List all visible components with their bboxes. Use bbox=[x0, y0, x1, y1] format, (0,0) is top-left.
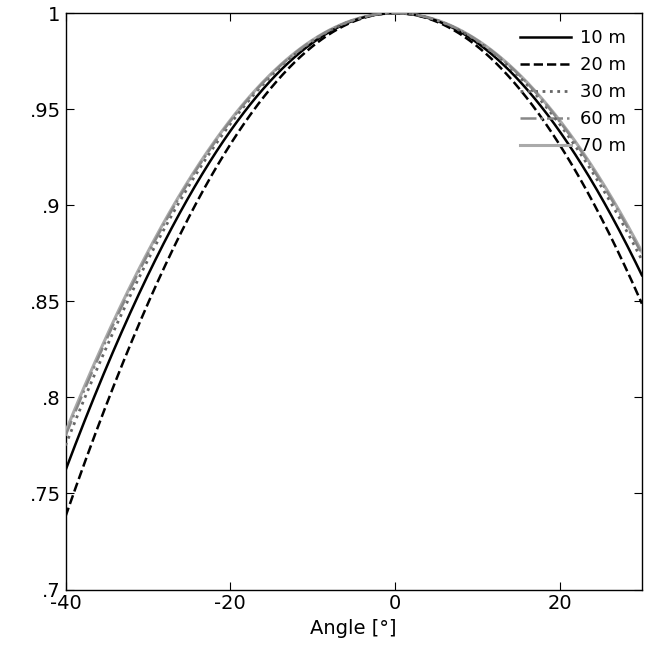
60 m bbox=[638, 250, 646, 258]
20 m bbox=[62, 513, 69, 521]
30 m bbox=[391, 9, 399, 17]
60 m bbox=[522, 78, 530, 86]
10 m bbox=[522, 84, 530, 92]
20 m bbox=[121, 356, 128, 364]
10 m bbox=[121, 322, 128, 330]
70 m bbox=[391, 9, 399, 17]
10 m bbox=[316, 34, 324, 42]
Legend: 10 m, 20 m, 30 m, 60 m, 70 m: 10 m, 20 m, 30 m, 60 m, 70 m bbox=[513, 22, 633, 162]
20 m bbox=[638, 300, 646, 308]
60 m bbox=[295, 47, 303, 54]
X-axis label: Angle [°]: Angle [°] bbox=[310, 619, 397, 638]
70 m bbox=[458, 27, 466, 35]
70 m bbox=[512, 67, 519, 75]
30 m bbox=[512, 69, 519, 77]
60 m bbox=[512, 67, 519, 75]
60 m bbox=[316, 32, 324, 40]
70 m bbox=[522, 77, 530, 85]
20 m bbox=[512, 81, 519, 88]
70 m bbox=[638, 248, 646, 256]
Line: 20 m: 20 m bbox=[66, 13, 642, 517]
70 m bbox=[316, 32, 324, 40]
30 m bbox=[295, 47, 303, 55]
20 m bbox=[522, 93, 530, 101]
30 m bbox=[458, 28, 466, 35]
30 m bbox=[522, 80, 530, 88]
60 m bbox=[458, 28, 466, 35]
10 m bbox=[62, 466, 69, 474]
20 m bbox=[391, 9, 399, 17]
Line: 70 m: 70 m bbox=[66, 13, 642, 432]
60 m bbox=[121, 297, 128, 305]
70 m bbox=[295, 46, 303, 54]
Line: 60 m: 60 m bbox=[66, 13, 642, 436]
10 m bbox=[295, 50, 303, 58]
10 m bbox=[391, 9, 399, 17]
10 m bbox=[458, 29, 466, 37]
20 m bbox=[295, 54, 303, 62]
30 m bbox=[62, 441, 69, 449]
20 m bbox=[316, 37, 324, 45]
10 m bbox=[638, 271, 646, 279]
60 m bbox=[62, 432, 69, 440]
60 m bbox=[391, 9, 399, 17]
Line: 10 m: 10 m bbox=[66, 13, 642, 470]
30 m bbox=[316, 33, 324, 41]
30 m bbox=[638, 256, 646, 264]
70 m bbox=[62, 428, 69, 436]
70 m bbox=[121, 295, 128, 303]
30 m bbox=[121, 304, 128, 312]
20 m bbox=[458, 31, 466, 39]
10 m bbox=[512, 73, 519, 81]
Line: 30 m: 30 m bbox=[66, 13, 642, 445]
